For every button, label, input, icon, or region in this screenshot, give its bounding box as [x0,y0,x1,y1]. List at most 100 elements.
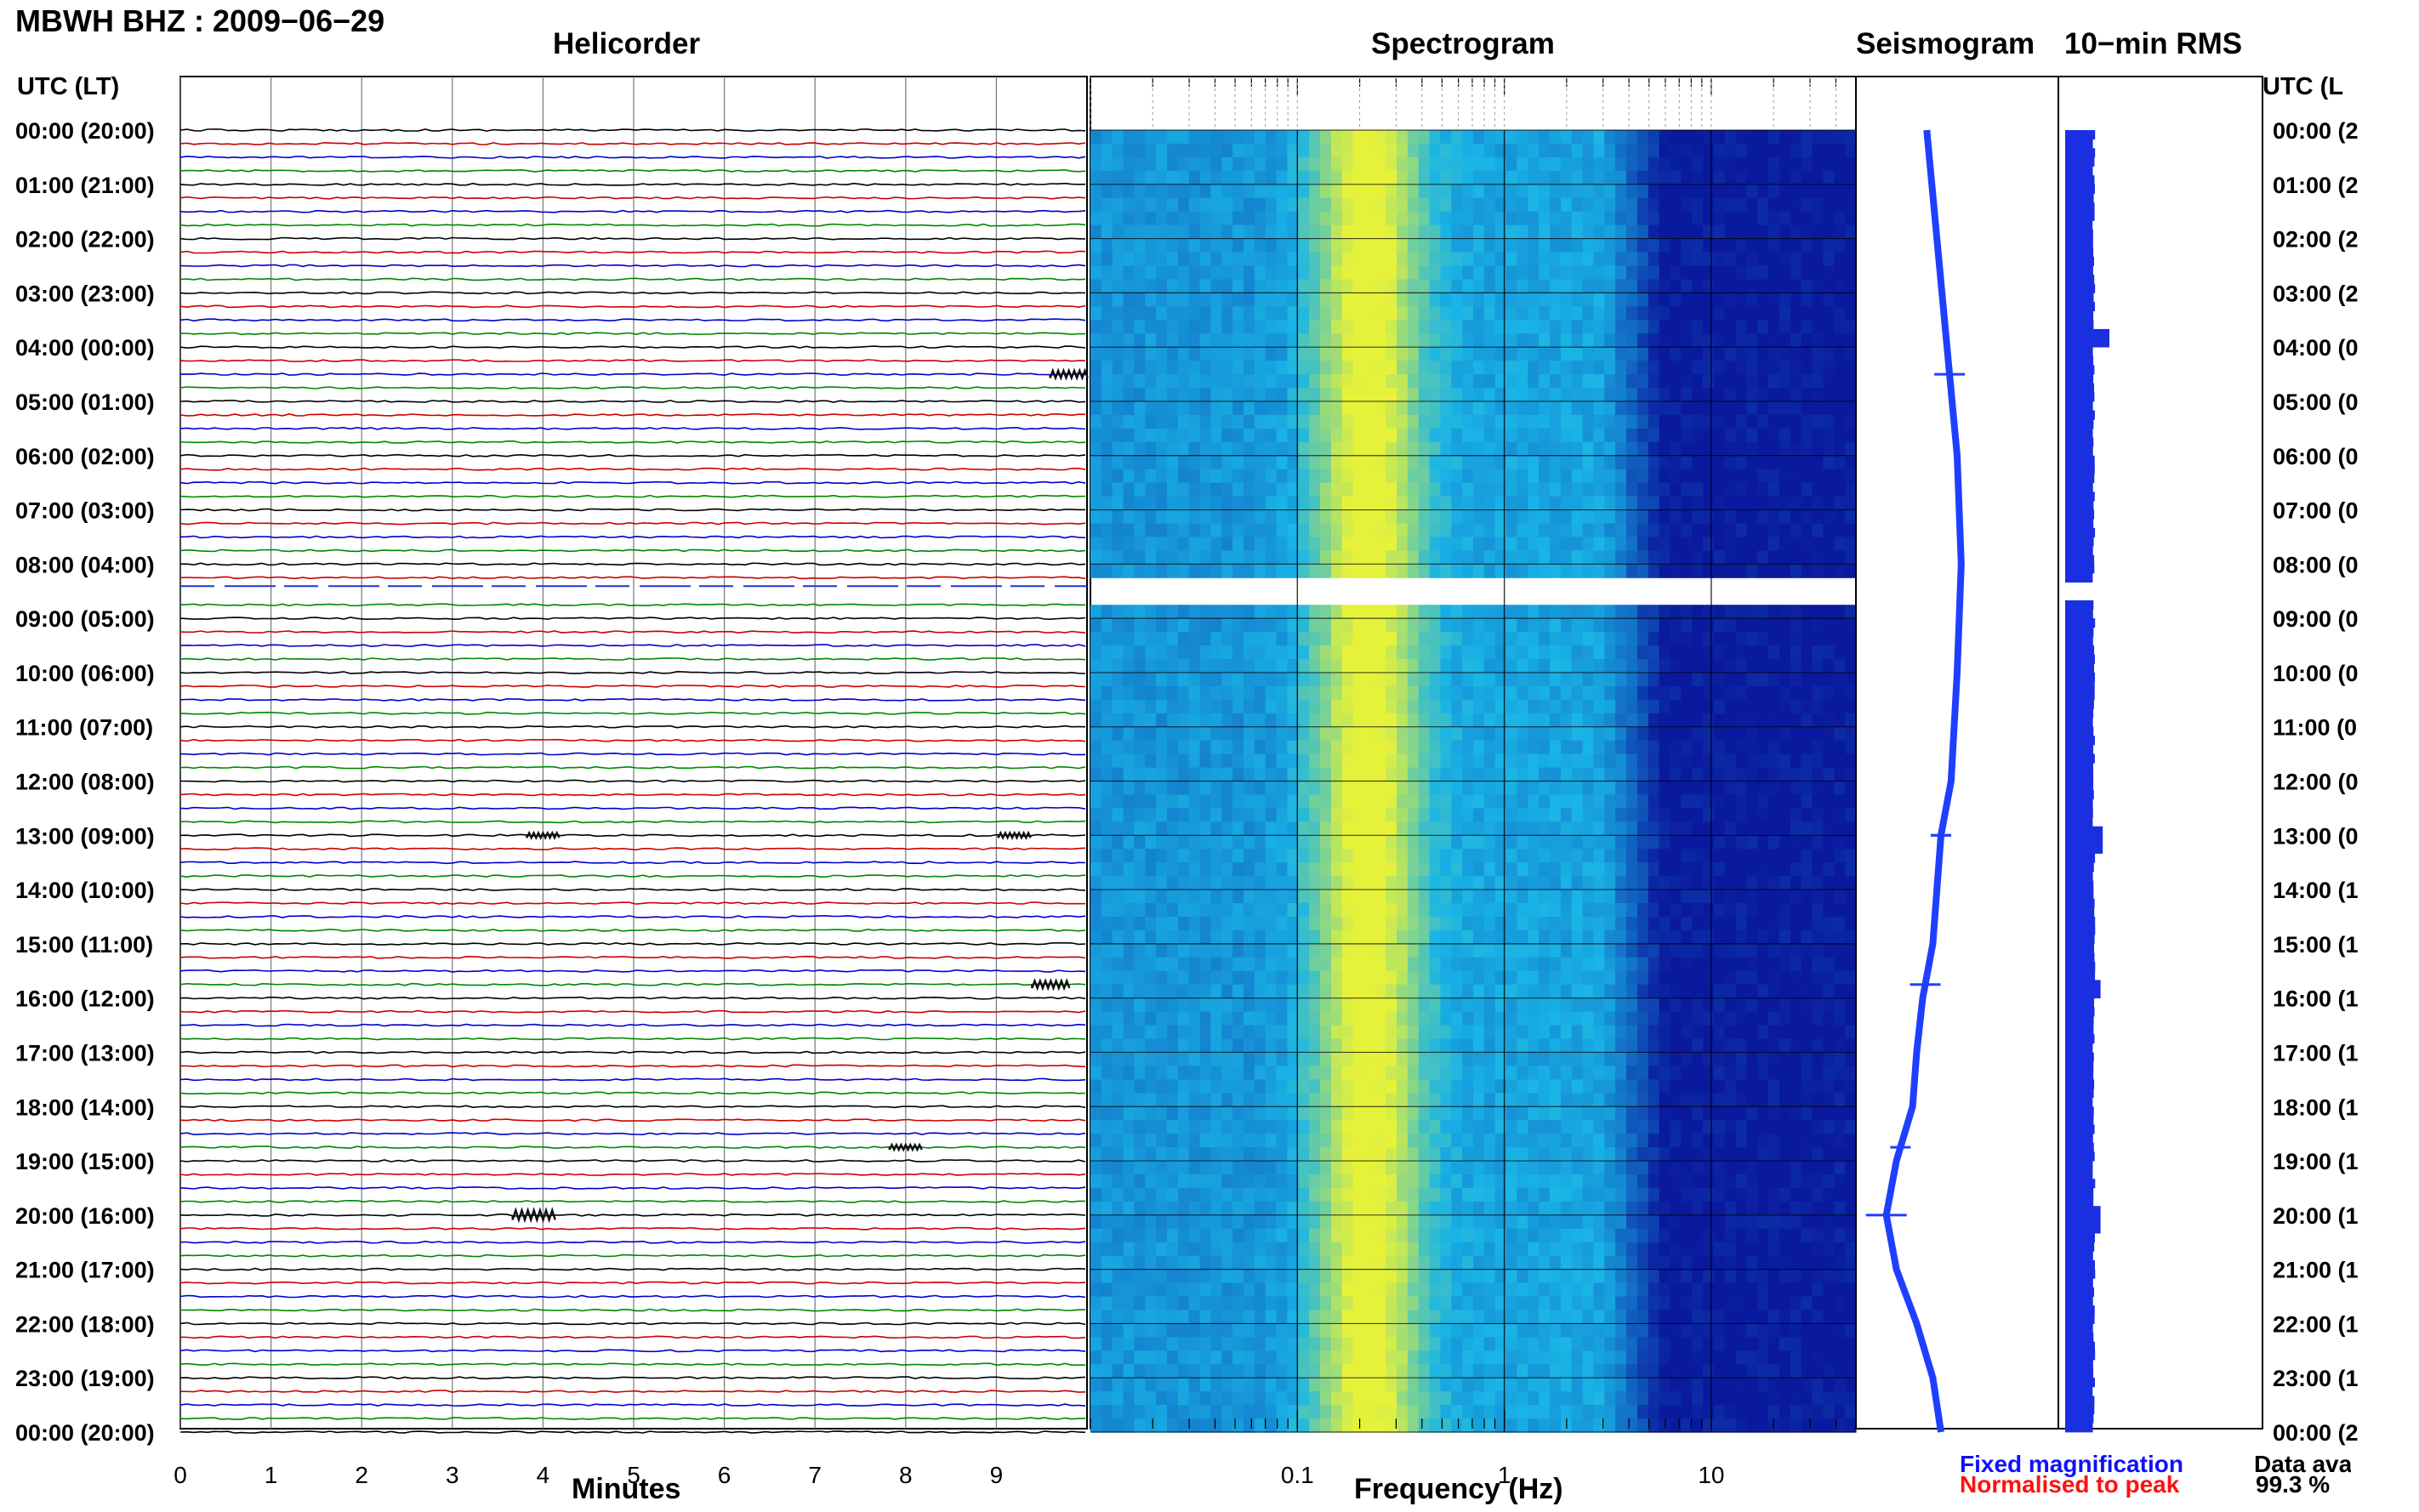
spectrogram-cell [1648,523,1660,537]
spectrogram-cell [1112,903,1124,918]
spectrogram-cell [1156,252,1168,266]
spectrogram-cell [1636,1079,1649,1094]
spectrogram-cell [1221,347,1233,361]
spectrogram-cell [1363,184,1375,199]
spectrogram-cell [1615,156,1627,172]
spectrogram-cell [1145,672,1157,687]
spectrogram-cell [1123,753,1136,769]
spectrogram-cell [1528,1418,1540,1433]
spectrogram-cell [1341,455,1354,470]
spectrogram-cell [1550,1228,1562,1243]
spectrogram-cell [1341,1337,1354,1351]
spectrogram-cell [1505,767,1518,782]
spectrogram-cell [1593,1418,1605,1433]
spectrogram-cell [1320,197,1332,213]
spectrogram-cell [1145,238,1157,253]
spectrogram-cell [1134,672,1146,687]
spectrogram-cell [1604,1201,1616,1216]
spectrogram-cell [1276,374,1289,389]
spectrogram-cell [1451,1201,1463,1216]
spectrogram-cell [1265,903,1278,918]
spectrogram-cell [1101,984,1113,999]
spectrogram-cell [1517,1337,1528,1351]
spectrogram-cell [1483,388,1496,402]
spectrogram-cell [1615,401,1627,416]
spectrogram-cell [1397,713,1409,728]
spectrogram-cell [1254,1282,1266,1298]
spectrogram-cell [1167,184,1179,199]
spectrogram-cell [1254,374,1266,389]
spectrogram-cell [1386,156,1397,172]
spectrogram-cell [1244,713,1255,728]
spectrogram-cell [1210,1011,1222,1026]
helicorder-trace [179,196,1086,200]
spectrogram-cell [1397,496,1409,511]
spectrogram-cell [1550,1147,1562,1162]
spectrogram-cell [1473,428,1485,443]
spectrogram-cell [1112,293,1124,307]
spectrogram-cell [1539,685,1551,701]
spectrogram-cell [1473,917,1485,931]
spectrogram-cell [1112,441,1124,457]
spectrogram-cell [1352,238,1365,253]
spectrogram-cell [1418,1066,1431,1080]
spectrogram-cell [1418,306,1431,321]
spectrogram-cell [1112,170,1124,185]
spectrogram-cell [1352,1364,1365,1378]
spectrogram-cell [1363,835,1375,850]
spectrogram-cell [1626,441,1638,457]
spectrogram-cell [1550,347,1562,361]
spectrogram-cell [1604,225,1616,240]
spectrogram-cell [1167,1337,1179,1351]
spectrogram-cell [1648,293,1660,307]
spectrogram-cell [1199,1011,1212,1026]
spectrogram-cell [1188,1364,1201,1378]
spectrogram-cell [1145,523,1157,537]
spectrogram-cell [1615,876,1627,890]
spectrogram-cell [1134,211,1146,226]
helicorder-trace [179,793,1086,797]
helicorder-trace [179,1009,1086,1014]
spectrogram-cell [1560,306,1573,321]
spectrogram-cell [1320,293,1332,307]
spectrogram-cell [1123,659,1136,674]
spectrogram-cell [1494,849,1507,863]
spectrogram-cell [1582,347,1595,361]
spectrogram-cell [1397,1337,1409,1351]
spectrogram-cell [1375,252,1386,266]
spectrogram-cell [1156,862,1168,877]
spectrogram-cell [1320,184,1332,199]
spectrogram-cell [1265,1174,1278,1189]
spectrogram-cell [1539,1337,1551,1351]
spectrogram-cell [1560,156,1573,172]
spectrogram-cell [1560,1255,1573,1270]
spectrogram-cell [1341,685,1354,701]
spectrogram-cell [1363,1310,1375,1324]
spectrogram-cell [1418,197,1431,213]
spectrogram-cell [1145,265,1157,280]
spectrogram-cell [1276,917,1289,931]
spectrogram-cell [1101,1405,1113,1419]
spectrogram-cell [1188,794,1201,809]
spectrogram-cell [1375,523,1386,537]
spectrogram-cell [1210,550,1222,565]
spectrogram-cell [1440,1228,1452,1243]
spectrogram-cell [1440,849,1452,863]
spectrogram-cell [1560,550,1573,565]
spectrogram-cell [1265,1364,1278,1378]
spectrogram-cell [1134,184,1146,199]
spectrogram-cell [1418,1079,1431,1094]
spectrogram-cell [1276,509,1289,524]
spectrogram-cell [1397,1079,1409,1094]
spectrogram-cell [1636,753,1649,769]
spectrogram-cell [1309,890,1321,904]
spectrogram-cell [1505,469,1518,484]
spectrogram-cell [1112,1025,1124,1040]
spectrogram-cell [1177,184,1190,199]
spectrogram-cell [1309,726,1321,742]
spectrogram-cell [1199,1038,1212,1053]
spectrogram-cell [1494,441,1507,457]
spectrogram-cell [1210,903,1222,918]
spectrogram-cell [1232,645,1244,660]
